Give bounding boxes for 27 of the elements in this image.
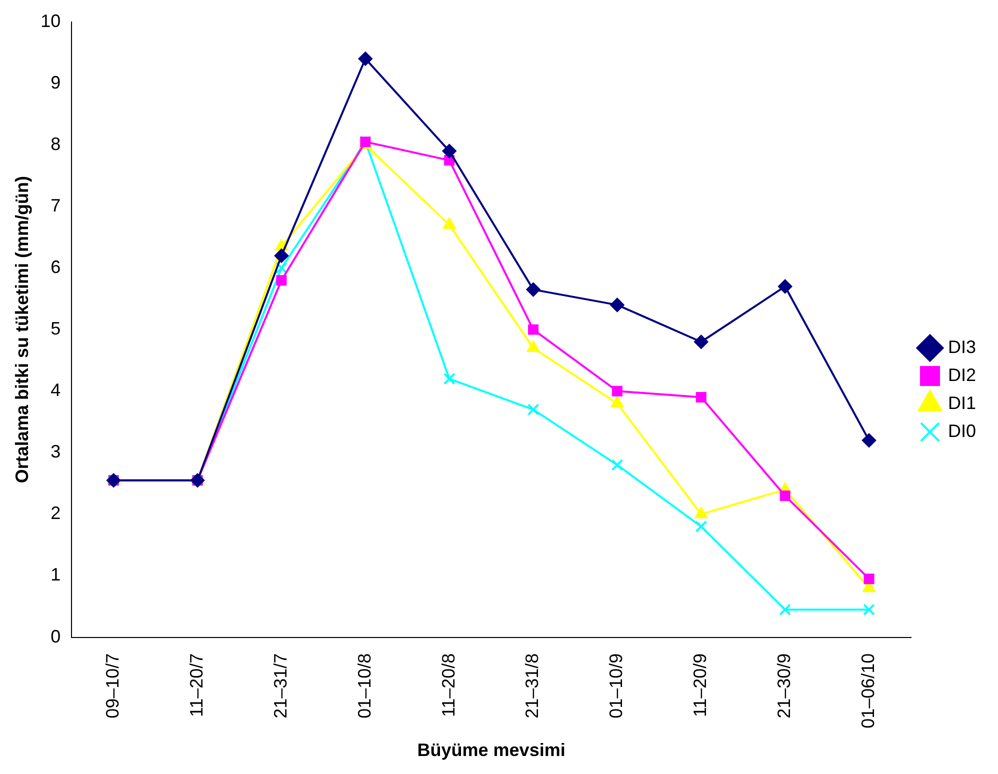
x-tick-label: 01–06/10 <box>858 653 878 728</box>
x-tick-label: 21–31/8 <box>522 653 542 718</box>
y-axis-title: Ortalama bitki su tüketimi (mm/gün) <box>12 176 32 484</box>
y-tick-label: 0 <box>50 626 61 646</box>
y-tick-label: 2 <box>50 503 61 524</box>
y-tick-label: 9 <box>50 72 61 92</box>
y-tick-label: 8 <box>50 134 61 154</box>
x-tick-label: 01–10/8 <box>354 653 374 718</box>
x-tick-label: 11–20/7 <box>186 653 206 718</box>
x-axis-title: Büyüme mevsimi <box>417 740 566 760</box>
legend-label: DI3 <box>948 336 976 357</box>
x-tick-label: 09–10/7 <box>102 653 123 718</box>
y-tick-label: 3 <box>50 442 61 462</box>
x-tick-label: 21–31/7 <box>270 653 290 718</box>
x-tick-label: 21–30/9 <box>774 653 794 718</box>
legend-label: DI1 <box>948 392 976 413</box>
y-tick-label: 6 <box>50 256 61 277</box>
legend-label: DI0 <box>948 420 976 441</box>
x-tick-label: 01–10/9 <box>606 653 626 718</box>
y-tick-label: 7 <box>50 195 61 216</box>
y-tick-label: 10 <box>40 10 61 31</box>
x-tick-label: 11–20/8 <box>438 653 458 718</box>
x-tick-label: 11–20/9 <box>690 653 710 718</box>
y-tick-label: 4 <box>50 380 61 400</box>
y-tick-label: 5 <box>50 318 61 339</box>
y-tick-label: 1 <box>50 564 61 585</box>
legend-label: DI2 <box>948 364 976 385</box>
